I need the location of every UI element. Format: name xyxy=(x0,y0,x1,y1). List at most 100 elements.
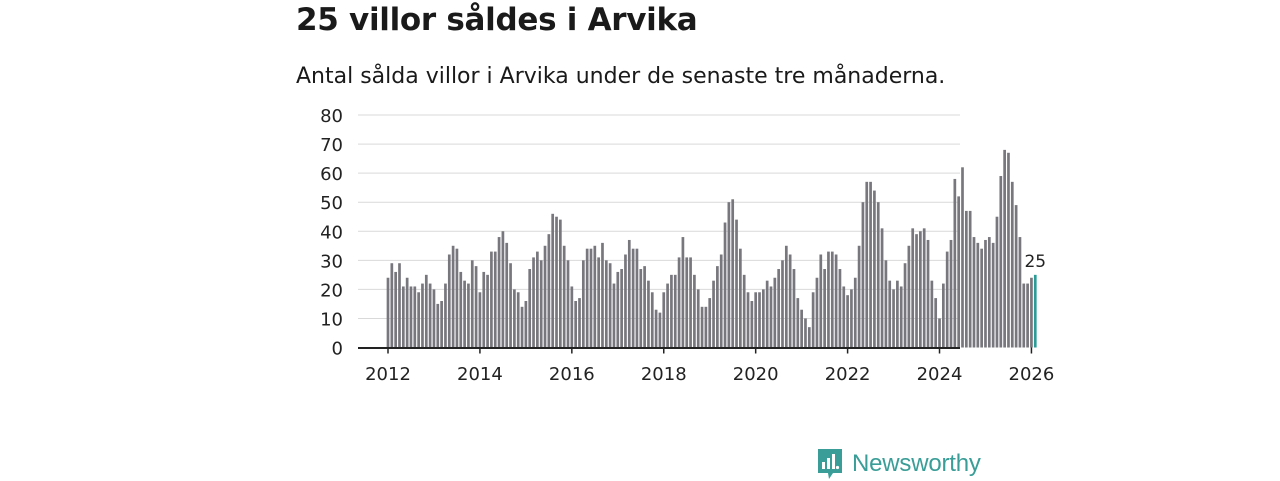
bar xyxy=(539,260,543,348)
bar xyxy=(804,318,807,348)
bar xyxy=(616,271,620,348)
bar xyxy=(693,274,696,348)
bar xyxy=(685,257,689,348)
y-tick-label: 0 xyxy=(332,339,343,360)
y-axis-tick-labels: 0 10 20 30 40 50 60 70 80 xyxy=(320,106,343,360)
bar xyxy=(390,263,394,348)
bar xyxy=(815,277,819,348)
bar xyxy=(444,283,447,348)
bar xyxy=(792,269,796,348)
bar xyxy=(612,283,616,348)
bar xyxy=(800,309,803,348)
y-tick-label: 30 xyxy=(320,251,343,272)
bar xyxy=(777,269,781,348)
bar xyxy=(440,301,443,348)
bar xyxy=(670,274,673,348)
bar xyxy=(968,210,972,348)
bar xyxy=(536,251,539,348)
bar xyxy=(505,242,509,348)
bar xyxy=(597,257,600,348)
newsworthy-icon xyxy=(818,449,842,479)
bar xyxy=(896,280,899,348)
bar xyxy=(838,269,842,348)
bar xyxy=(467,283,470,348)
bar xyxy=(708,298,712,348)
bar xyxy=(501,231,505,348)
bar xyxy=(405,277,409,348)
bar xyxy=(915,234,918,348)
bar xyxy=(436,303,440,348)
bar xyxy=(991,242,995,348)
bar xyxy=(888,280,892,348)
bar xyxy=(861,202,865,348)
bar xyxy=(769,286,773,348)
x-tick-label: 2018 xyxy=(641,364,687,385)
bar xyxy=(627,239,631,348)
bar xyxy=(899,286,903,348)
x-axis-tick-labels: 2012 2014 2016 2018 2020 2022 2024 2026 xyxy=(365,364,1054,385)
bar xyxy=(976,242,980,348)
bar xyxy=(739,248,742,348)
bar xyxy=(984,239,987,348)
bar xyxy=(788,254,792,348)
y-tick-label: 40 xyxy=(320,222,343,243)
bar xyxy=(593,245,597,348)
bar xyxy=(761,289,765,348)
bar xyxy=(409,286,413,348)
bar xyxy=(884,260,888,348)
bar xyxy=(869,181,872,348)
x-tick-label: 2016 xyxy=(549,364,595,385)
bar xyxy=(819,254,823,348)
bar xyxy=(758,292,761,348)
bar xyxy=(673,274,677,348)
bar xyxy=(555,216,558,348)
bar xyxy=(919,231,922,348)
bar xyxy=(811,292,815,348)
bars xyxy=(386,149,1037,348)
bar xyxy=(949,239,953,348)
bar xyxy=(926,239,930,348)
bar xyxy=(823,269,826,348)
bar xyxy=(700,306,704,348)
bar xyxy=(451,245,455,348)
bar xyxy=(635,248,639,348)
bar xyxy=(731,199,735,348)
bar xyxy=(666,283,669,348)
bar xyxy=(953,178,957,348)
bar xyxy=(719,254,723,348)
bar xyxy=(930,280,934,348)
bar xyxy=(911,228,915,348)
bar xyxy=(876,202,880,348)
bar xyxy=(964,210,968,348)
bar xyxy=(620,269,623,348)
x-axis xyxy=(358,347,1033,354)
bar xyxy=(727,202,731,348)
chart-subtitle: Antal sålda villor i Arvika under de sen… xyxy=(296,64,946,89)
bar xyxy=(528,269,532,348)
x-tick-label: 2014 xyxy=(457,364,503,385)
x-tick-label: 2026 xyxy=(1009,364,1055,385)
bar xyxy=(493,251,497,348)
bar xyxy=(624,254,627,348)
bar xyxy=(520,306,524,348)
bar xyxy=(773,277,777,348)
data-labels: 25 xyxy=(1024,252,1046,272)
newsworthy-logo: Newsworthy xyxy=(816,447,981,481)
bar xyxy=(581,260,585,348)
bar xyxy=(631,248,635,348)
bar xyxy=(551,213,555,348)
bar xyxy=(716,266,719,348)
bar xyxy=(1003,149,1006,348)
bar xyxy=(421,283,424,348)
bar xyxy=(401,286,405,348)
bar xyxy=(474,266,478,348)
bar xyxy=(639,269,643,348)
bar xyxy=(532,257,535,348)
bar xyxy=(647,280,650,348)
bar xyxy=(853,277,857,348)
bar xyxy=(850,289,853,348)
y-tick-label: 10 xyxy=(320,309,343,330)
bar xyxy=(524,301,528,348)
bar xyxy=(482,271,486,348)
